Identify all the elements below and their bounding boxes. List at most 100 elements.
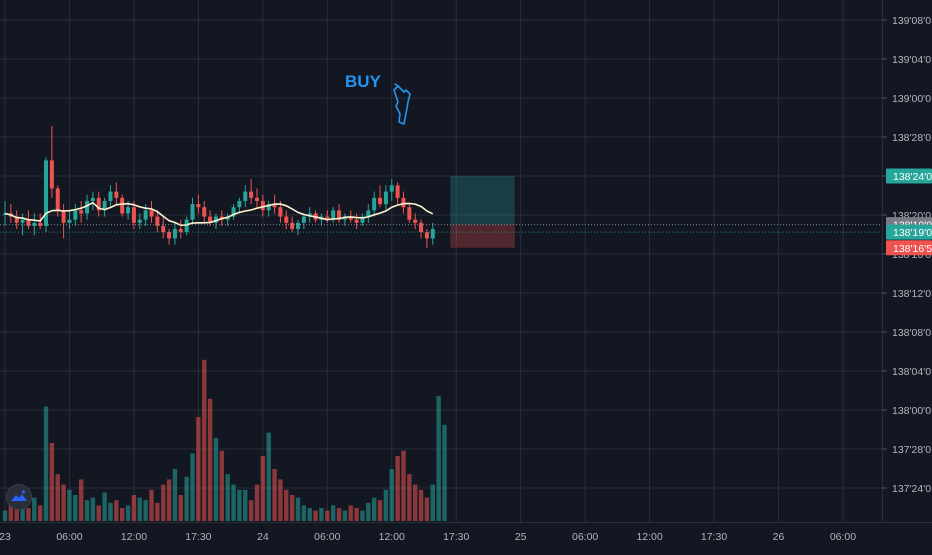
volume-bar xyxy=(219,450,225,521)
volume-bar xyxy=(266,432,271,521)
candle-body xyxy=(389,185,394,192)
volume-bar xyxy=(418,489,424,521)
volume-bar xyxy=(284,489,289,521)
price-tick-label: 138'28'0 xyxy=(892,132,931,144)
candle-body xyxy=(301,216,306,223)
candle-body xyxy=(73,210,78,220)
candle-body xyxy=(114,191,119,198)
time-tick-label: 17:30 xyxy=(701,531,727,543)
volume-bar xyxy=(348,505,353,521)
stop-loss-tag-label: 138'16'5 xyxy=(893,243,932,255)
candle-body xyxy=(237,200,242,208)
hand-pointer-icon xyxy=(393,83,411,125)
volume-bar xyxy=(325,510,330,521)
candle-body xyxy=(167,232,172,239)
time-axis[interactable]: 23 06:00 12:00 17:30 24 06:00 12:00 17:30 25 06:0… xyxy=(0,531,856,543)
volume-bar xyxy=(96,505,101,521)
last-price-tag-label: 138'19'0 xyxy=(893,227,932,239)
candle-body xyxy=(55,188,60,211)
candle-body xyxy=(26,219,31,226)
volume-bar xyxy=(196,417,201,521)
volume-bar xyxy=(248,500,254,521)
time-tick-label: 17:30 xyxy=(443,531,469,543)
volume-bar xyxy=(43,406,49,521)
candle-body xyxy=(149,210,154,217)
candle-body xyxy=(67,219,72,223)
candle-body xyxy=(184,219,189,233)
volume-bar xyxy=(73,495,78,521)
price-tick-label: 138'12'0 xyxy=(892,288,931,300)
profit-zone[interactable] xyxy=(450,176,515,225)
candle-body xyxy=(272,204,277,208)
candle-body xyxy=(307,213,312,217)
candle-body xyxy=(407,207,412,220)
volume-bar xyxy=(389,469,394,521)
volume-bar xyxy=(254,484,260,521)
volume-bar xyxy=(207,398,213,521)
candle-body xyxy=(366,210,371,217)
candle-body xyxy=(161,225,166,233)
volume-bar xyxy=(278,479,283,521)
candle-body xyxy=(254,197,259,201)
time-tick-label: 06:00 xyxy=(56,531,82,543)
tradingview-logo-button[interactable] xyxy=(6,484,32,510)
moving-average xyxy=(4,201,434,227)
candle-body xyxy=(290,222,295,230)
candle-body xyxy=(38,222,43,226)
volume-bar xyxy=(155,502,160,521)
buy-annotation[interactable]: BUY xyxy=(345,72,411,125)
candle-body xyxy=(325,216,330,220)
volume-bar xyxy=(295,497,301,521)
candle-body xyxy=(348,216,353,220)
volume-bar xyxy=(32,497,37,521)
stop-zone[interactable] xyxy=(450,224,515,248)
candle-body xyxy=(395,185,400,198)
volume-bar xyxy=(260,456,266,521)
candle-body xyxy=(266,204,271,211)
volume-bar xyxy=(190,453,195,521)
volume-bar xyxy=(202,359,207,521)
volume-bar xyxy=(395,456,400,521)
volume-bar xyxy=(237,489,242,521)
candle-body xyxy=(419,222,424,233)
long-position-tool[interactable] xyxy=(450,176,515,248)
volume-bar xyxy=(430,484,435,521)
volume-bar xyxy=(225,474,230,521)
volume-bar xyxy=(231,484,236,521)
candle-body xyxy=(430,229,435,239)
volume-bar xyxy=(342,510,348,521)
price-tick-label: 138'08'0 xyxy=(892,327,931,339)
volume-bar xyxy=(131,495,137,521)
last-price-tag xyxy=(886,224,932,240)
candle-body xyxy=(120,197,125,214)
price-tick-label: 138'00'0 xyxy=(892,405,931,417)
candle-body xyxy=(243,191,248,201)
volume-bar xyxy=(413,484,418,521)
time-tick-label: 17:30 xyxy=(185,531,211,543)
time-tick-label: 24 xyxy=(257,531,269,543)
candle-body xyxy=(32,222,37,226)
candle-body xyxy=(137,219,142,223)
candle-body xyxy=(178,229,183,233)
candle-body xyxy=(401,197,406,208)
volume-bar xyxy=(172,469,178,521)
ma-line xyxy=(4,201,434,227)
volume-bar xyxy=(90,497,96,521)
time-tick-label: 26 xyxy=(773,531,785,543)
candle-body xyxy=(143,210,148,220)
candle-body xyxy=(131,207,136,223)
time-tick-label: 06:00 xyxy=(572,531,598,543)
candle-body xyxy=(196,204,201,208)
volume-bar xyxy=(307,508,312,521)
volume-bar xyxy=(360,510,365,521)
volume-bar xyxy=(301,505,307,521)
candle-body xyxy=(278,207,283,217)
time-tick-label: 23 xyxy=(0,531,11,543)
candle-body xyxy=(202,207,207,217)
volume-bar xyxy=(2,510,8,521)
candle-body xyxy=(14,216,19,223)
volume-bar xyxy=(108,502,113,521)
